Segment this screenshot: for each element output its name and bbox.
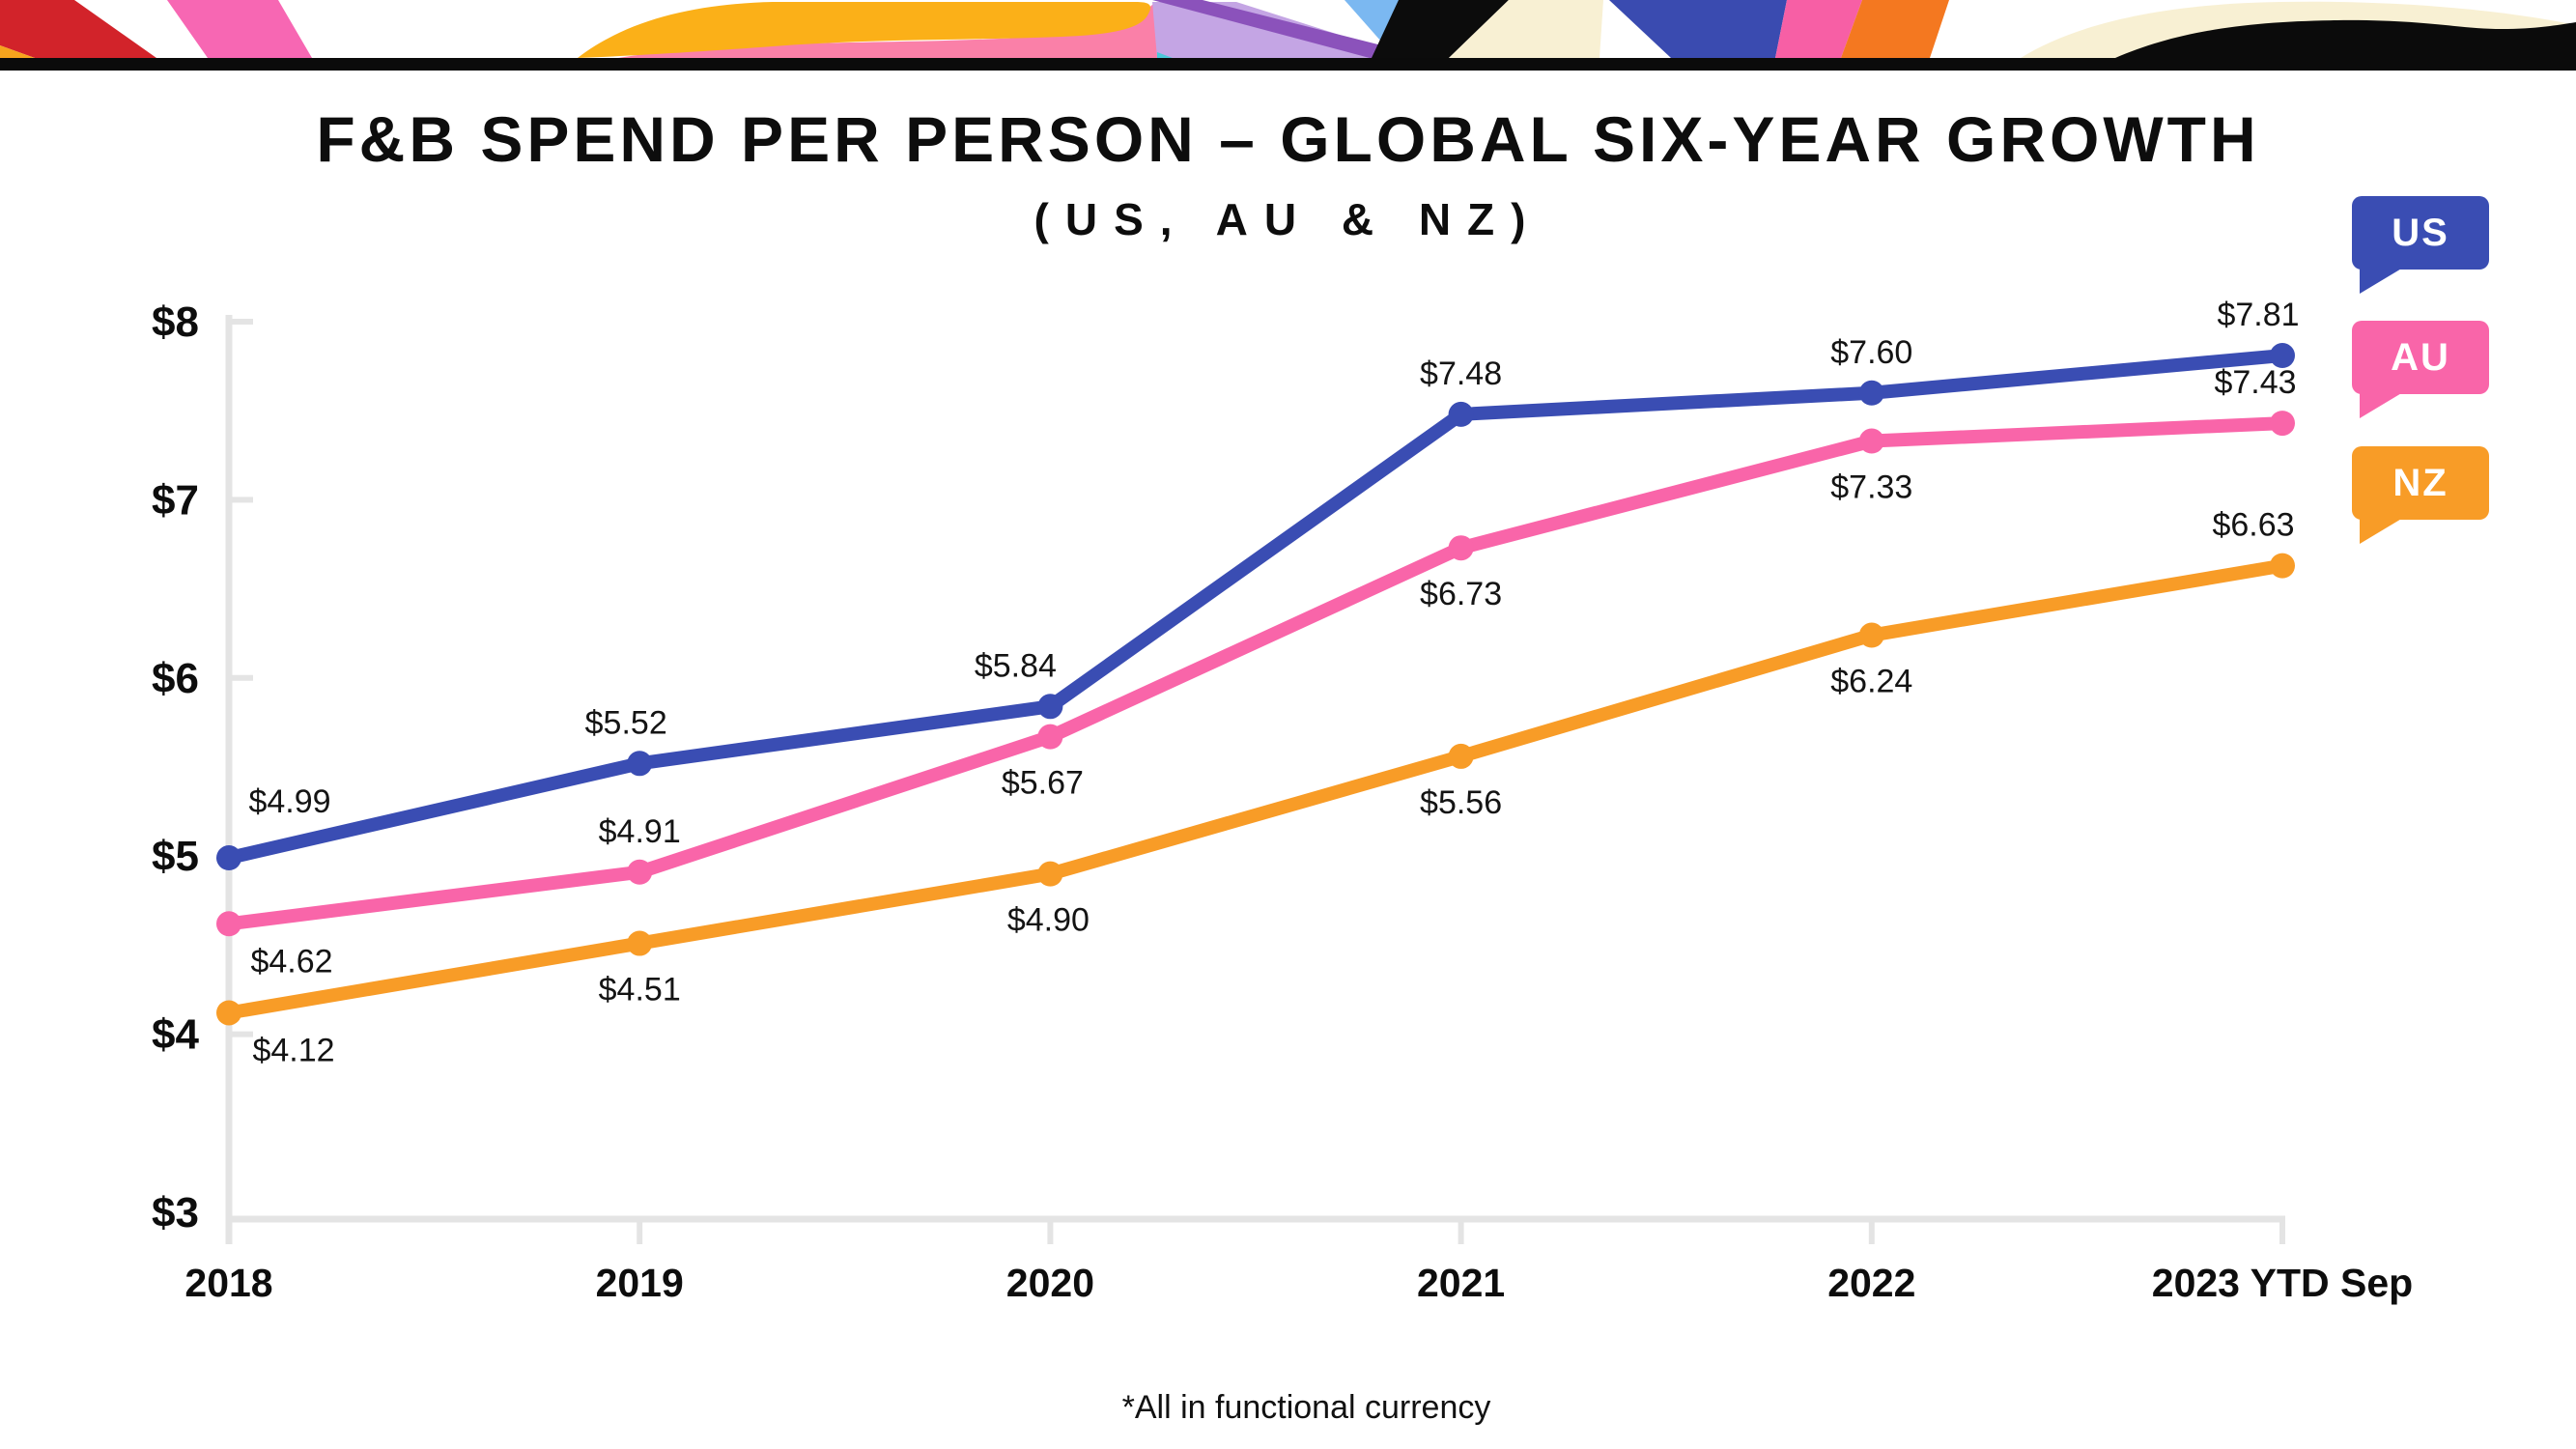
legend-bubble-au: AU <box>2352 321 2489 418</box>
series-line-us <box>222 349 2289 866</box>
legend-bubble-us: US <box>2352 196 2489 294</box>
data-point-au <box>1448 535 1474 561</box>
data-point-nz <box>1858 622 1884 648</box>
data-point-nz <box>2270 553 2295 579</box>
page-subtitle: (US, AU & NZ) <box>1033 194 1543 244</box>
data-label-au: $5.67 <box>1002 765 1084 802</box>
data-label-nz: $4.90 <box>1007 902 1090 939</box>
data-point-nz <box>1037 861 1063 887</box>
data-point-au <box>2270 411 2295 437</box>
data-point-nz <box>627 930 653 956</box>
data-label-au: $4.91 <box>599 813 681 850</box>
data-point-us <box>1858 380 1884 406</box>
y-tick-label: $5 <box>152 833 199 880</box>
data-label-nz: $6.24 <box>1830 664 1912 700</box>
data-point-us <box>2270 343 2295 369</box>
data-point-nz <box>216 1000 241 1026</box>
data-point-au <box>216 911 241 937</box>
y-tick-label: $3 <box>152 1189 199 1236</box>
decorative-banner <box>0 0 2576 71</box>
y-tick-label: $7 <box>152 476 199 524</box>
x-tick-label: 2018 <box>184 1261 272 1305</box>
x-tick-label: 2023 YTD Sep <box>2152 1261 2413 1305</box>
data-label-au: $7.43 <box>2214 364 2296 401</box>
data-label-us: $7.48 <box>1420 355 1502 392</box>
x-tick-label: 2020 <box>1006 1261 1094 1305</box>
legend-label-us: US <box>2392 211 2449 254</box>
data-label-us: $5.52 <box>585 704 667 741</box>
x-tick-label: 2019 <box>596 1261 684 1305</box>
chart-legend: US AU NZ <box>2352 0 2506 580</box>
data-point-us <box>1037 694 1063 720</box>
data-label-nz: $5.56 <box>1420 784 1502 821</box>
data-point-us <box>627 751 653 777</box>
data-point-us <box>1448 401 1474 427</box>
data-label-us: $7.60 <box>1830 334 1912 371</box>
data-label-au: $7.33 <box>1830 469 1912 506</box>
data-point-nz <box>1448 743 1474 769</box>
data-point-au <box>627 859 653 885</box>
y-tick-label: $4 <box>152 1011 199 1059</box>
footnote: *All in functional currency <box>1121 1389 1491 1426</box>
data-label-us: $4.99 <box>248 783 330 820</box>
x-tick-label: 2022 <box>1827 1261 1915 1305</box>
series-line-au <box>222 416 2289 931</box>
data-point-us <box>216 845 241 871</box>
x-tick-label: 2021 <box>1417 1261 1505 1305</box>
data-label-nz: $4.51 <box>599 972 681 1009</box>
data-point-au <box>1858 428 1884 454</box>
series-line-nz <box>222 558 2289 1020</box>
data-label-au: $4.62 <box>250 943 332 980</box>
data-label-nz: $4.12 <box>252 1032 334 1068</box>
data-label-au: $6.73 <box>1420 576 1502 612</box>
y-tick-label: $8 <box>152 298 199 346</box>
data-label-us: $5.84 <box>975 647 1057 684</box>
page-title: F&B SPEND PER PERSON – GLOBAL SIX-YEAR G… <box>316 103 2260 175</box>
data-label-us: $7.81 <box>2217 297 2299 333</box>
y-tick-label: $6 <box>152 655 199 702</box>
legend-bubble-nz: NZ <box>2352 446 2489 544</box>
legend-label-nz: NZ <box>2392 461 2449 504</box>
data-label-nz: $6.63 <box>2212 507 2294 544</box>
data-point-au <box>1037 724 1063 750</box>
legend-label-au: AU <box>2391 335 2450 379</box>
